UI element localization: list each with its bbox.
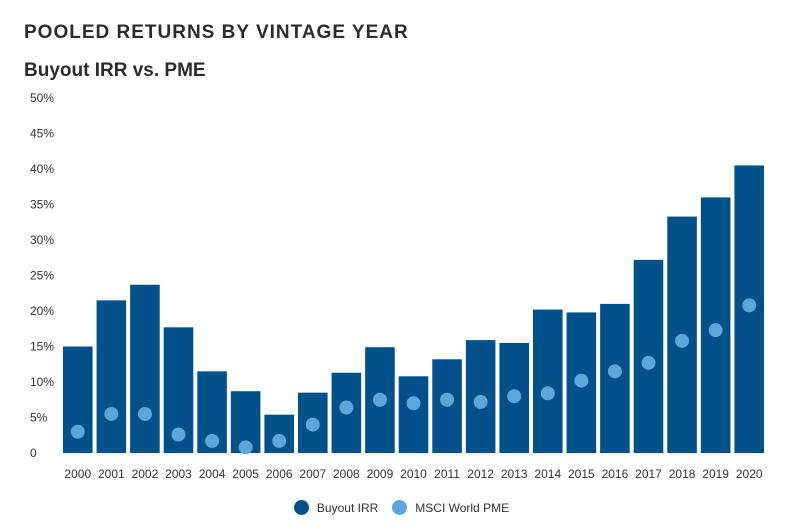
chart-subtitle: Buyout IRR vs. PME — [24, 60, 206, 81]
point-msci-world-pme-2010[interactable] — [406, 396, 421, 411]
point-msci-world-pme-2008[interactable] — [339, 400, 354, 415]
bar-buyout-irr-2002[interactable] — [130, 284, 160, 453]
x-tick-label: 2018 — [669, 467, 696, 481]
y-tick-label: 0 — [30, 446, 37, 460]
y-tick-label: 10% — [30, 375, 54, 389]
bar-buyout-irr-2001[interactable] — [96, 300, 127, 453]
x-tick-label: 2001 — [98, 467, 125, 481]
x-tick-label: 2019 — [702, 467, 729, 481]
y-tick-label: 50% — [30, 91, 54, 105]
legend-item-buyout-irr[interactable]: Buyout IRR — [293, 500, 379, 515]
y-tick-label: 45% — [30, 127, 54, 141]
point-msci-world-pme-2016[interactable] — [607, 364, 622, 379]
point-msci-world-pme-2004[interactable] — [205, 433, 220, 448]
x-tick-label: 2011 — [434, 467, 460, 481]
legend-label-msci-world-pme: MSCI World PME — [415, 500, 510, 515]
x-tick-label: 2007 — [299, 467, 326, 481]
point-msci-world-pme-2006[interactable] — [272, 433, 287, 448]
x-tick-label: 2013 — [501, 467, 528, 481]
point-msci-world-pme-2002[interactable] — [137, 406, 152, 421]
legend-item-msci-world-pme[interactable]: MSCI World PME — [392, 500, 509, 515]
legend-swatch-buyout-irr — [293, 500, 309, 515]
x-tick-label: 2003 — [165, 467, 192, 481]
y-tick-label: 15% — [30, 340, 54, 354]
point-msci-world-pme-2000[interactable] — [70, 424, 85, 439]
point-msci-world-pme-2009[interactable] — [372, 392, 387, 407]
y-tick-label: 20% — [30, 304, 54, 318]
legend-label-buyout-irr: Buyout IRR — [316, 500, 379, 515]
x-tick-label: 2008 — [333, 467, 360, 481]
x-tick-label: 2012 — [467, 467, 494, 481]
point-msci-world-pme-2020[interactable] — [742, 298, 757, 313]
point-msci-world-pme-2007[interactable] — [305, 417, 320, 432]
x-tick-label: 2002 — [132, 467, 159, 481]
y-tick-label: 5% — [30, 411, 48, 425]
bar-buyout-irr-2014[interactable] — [533, 309, 563, 453]
x-tick-label: 2010 — [400, 467, 427, 481]
point-msci-world-pme-2013[interactable] — [507, 389, 522, 404]
point-msci-world-pme-2015[interactable] — [574, 373, 589, 388]
point-msci-world-pme-2003[interactable] — [171, 427, 186, 442]
x-tick-label: 2014 — [534, 467, 561, 481]
bar-chart: 0 5% 10% 15% 20% 25% 30% 35% 40% 45% 50% 2000 2001 20… — [30, 91, 764, 481]
point-msci-world-pme-2012[interactable] — [473, 394, 488, 409]
x-tick-label: 2009 — [367, 467, 394, 481]
x-tick-label: 2017 — [635, 467, 662, 481]
x-tick-label: 2015 — [568, 467, 595, 481]
y-tick-label: 35% — [30, 198, 54, 212]
bar-buyout-irr-2016[interactable] — [600, 303, 630, 453]
legend: Buyout IRR MSCI World PME — [0, 500, 803, 515]
chart-title: POOLED RETURNS BY VINTAGE YEAR — [24, 22, 409, 43]
x-tick-label: 2006 — [266, 467, 293, 481]
x-tick-label: 2005 — [232, 467, 259, 481]
y-tick-label: 25% — [30, 269, 54, 283]
x-tick-label: 2004 — [199, 467, 226, 481]
point-msci-world-pme-2005[interactable] — [238, 440, 253, 455]
bar-buyout-irr-2010[interactable] — [398, 376, 429, 453]
x-tick-label: 2000 — [64, 467, 91, 481]
y-tick-label: 30% — [30, 233, 54, 247]
y-tick-label: 40% — [30, 162, 54, 176]
x-tick-label: 2020 — [736, 467, 763, 481]
point-msci-world-pme-2019[interactable] — [708, 323, 723, 338]
point-msci-world-pme-2001[interactable] — [104, 406, 119, 421]
point-msci-world-pme-2017[interactable] — [641, 355, 656, 370]
point-msci-world-pme-2014[interactable] — [540, 386, 555, 401]
legend-swatch-msci-world-pme — [392, 500, 408, 515]
point-msci-world-pme-2011[interactable] — [440, 392, 455, 407]
point-msci-world-pme-2018[interactable] — [675, 333, 690, 348]
x-tick-label: 2016 — [602, 467, 629, 481]
